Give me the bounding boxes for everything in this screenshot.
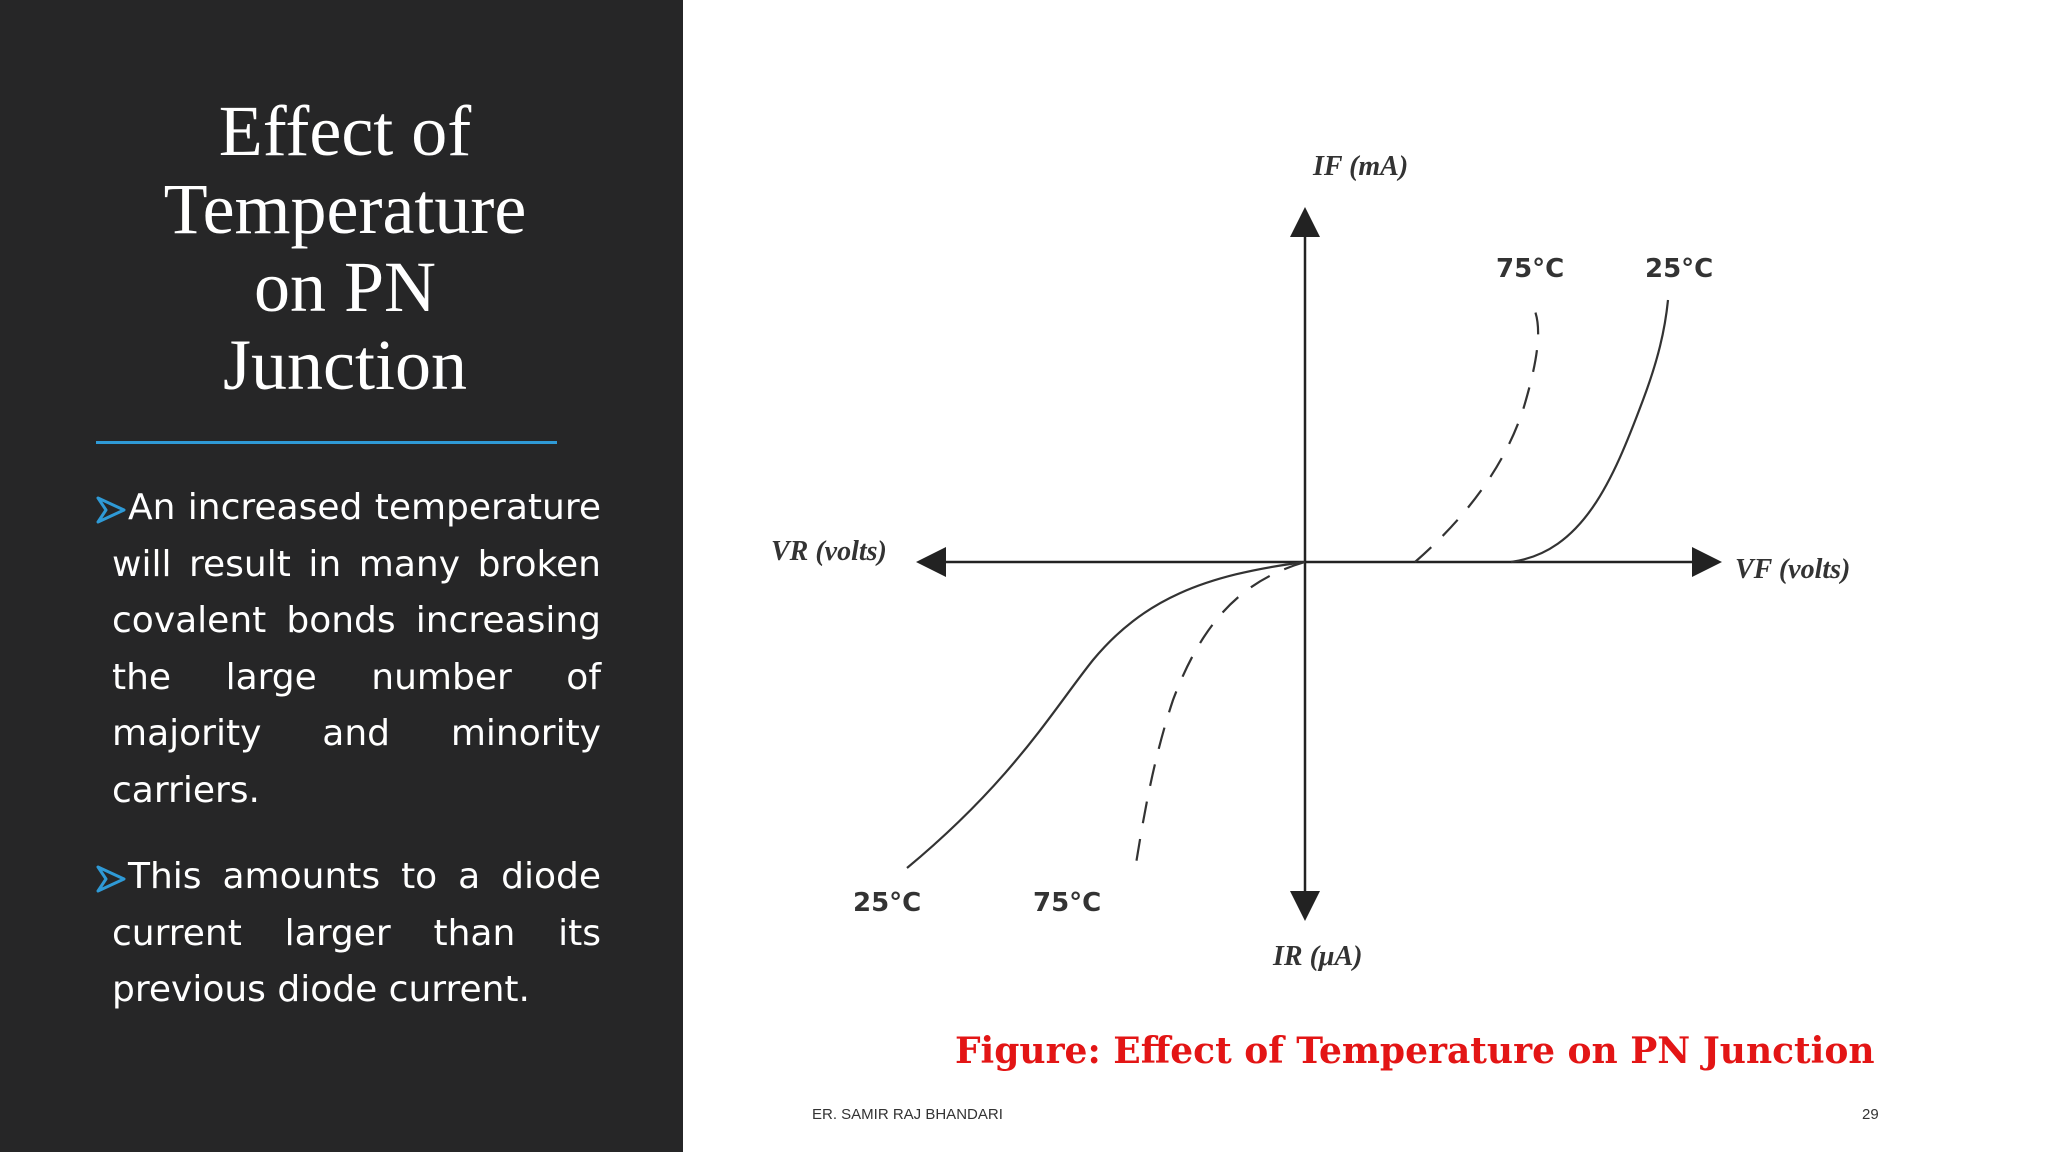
bullet-item: An increased temperature will result in … <box>96 480 601 819</box>
forward-curve-25c <box>1510 299 1670 564</box>
forward-curve-75c <box>1414 299 1540 563</box>
bullet-item: This amounts to a diode current larger t… <box>96 849 601 1019</box>
temp-label-forward-25c: 25°C <box>1645 254 1713 284</box>
bullet-text: An increased temperature will result in … <box>112 487 601 811</box>
footer-author: ER. SAMIR RAJ BHANDARI <box>812 1106 1003 1123</box>
temp-label-reverse-75c: 75°C <box>1033 888 1101 918</box>
temp-label-reverse-25c: 25°C <box>853 888 921 918</box>
arrowhead-bullet-icon <box>96 496 126 524</box>
title-line: Temperature <box>163 169 527 249</box>
bullet-text: This amounts to a diode current larger t… <box>112 856 601 1010</box>
title-line: Effect of <box>218 91 472 171</box>
slide-title: Effect of Temperature on PN Junction <box>60 92 630 404</box>
page-number: 29 <box>1862 1106 1879 1123</box>
left-panel: Effect of Temperature on PN Junction An … <box>0 0 683 1152</box>
arrowhead-bullet-icon <box>96 865 126 893</box>
vr-axis-label: VR (volts) <box>771 536 887 567</box>
if-axis-label: IF (mA) <box>1312 151 1408 182</box>
title-divider <box>96 441 557 444</box>
title-line: Junction <box>223 325 467 405</box>
reverse-curve-25c <box>906 560 1306 869</box>
title-line: on PN <box>253 247 437 327</box>
reverse-curve-75c <box>1133 560 1306 871</box>
temp-label-forward-75c: 75°C <box>1496 254 1564 284</box>
iv-characteristic-diagram: IF (mA) IR (μA) VR (volts) VF (volts) 75… <box>683 0 2048 1152</box>
bullet-list: An increased temperature will result in … <box>96 480 601 1049</box>
ir-axis-label: IR (μA) <box>1272 941 1362 972</box>
figure-caption: Figure: Effect of Temperature on PN Junc… <box>955 1030 1875 1072</box>
vf-axis-label: VF (volts) <box>1735 554 1850 585</box>
